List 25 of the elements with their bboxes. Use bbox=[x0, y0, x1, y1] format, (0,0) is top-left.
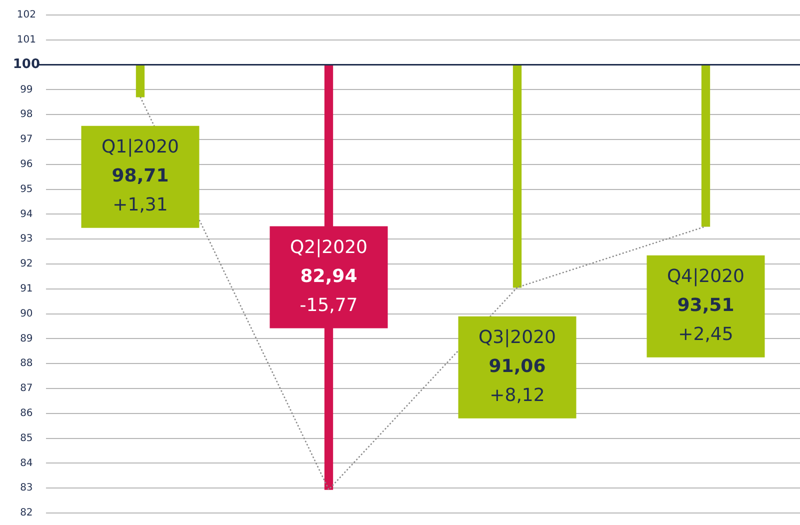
y-tick-label: 92 bbox=[20, 258, 33, 270]
y-tick-label: 85 bbox=[20, 432, 33, 444]
y-tick-label: 88 bbox=[20, 358, 33, 370]
y-tick-label: 95 bbox=[20, 184, 33, 195]
y-tick-label: 84 bbox=[20, 458, 33, 469]
y-tick-label: 98 bbox=[20, 109, 33, 120]
y-tick-label: 82 bbox=[20, 508, 33, 519]
y-tick-label: 96 bbox=[20, 158, 33, 170]
annotation: Q3|2020 91,06 +8,12 bbox=[478, 327, 556, 406]
y-tick-label: 102 bbox=[16, 10, 36, 21]
y-tick-label: 100 bbox=[12, 57, 40, 72]
annotation: Q1|2020 98,71 +1,31 bbox=[102, 136, 179, 216]
y-tick-label: 97 bbox=[20, 134, 33, 146]
annotation: Q2|2020 82,94 -15,77 bbox=[290, 236, 368, 316]
annotation: Q4|2020 93,51 +2,45 bbox=[667, 266, 744, 346]
y-tick-label: 93 bbox=[20, 234, 33, 245]
y-tick-label: 91 bbox=[20, 283, 33, 294]
y-tick-label: 90 bbox=[20, 308, 33, 320]
y-tick-label: 99 bbox=[20, 84, 33, 96]
y-tick-label: 89 bbox=[20, 333, 33, 344]
y-tick-label: 86 bbox=[20, 408, 33, 419]
y-tick-label: 101 bbox=[16, 34, 36, 46]
y-tick-label: 94 bbox=[20, 208, 33, 220]
y-tick-label: 87 bbox=[20, 383, 33, 394]
y-tick-label: 83 bbox=[20, 482, 33, 494]
